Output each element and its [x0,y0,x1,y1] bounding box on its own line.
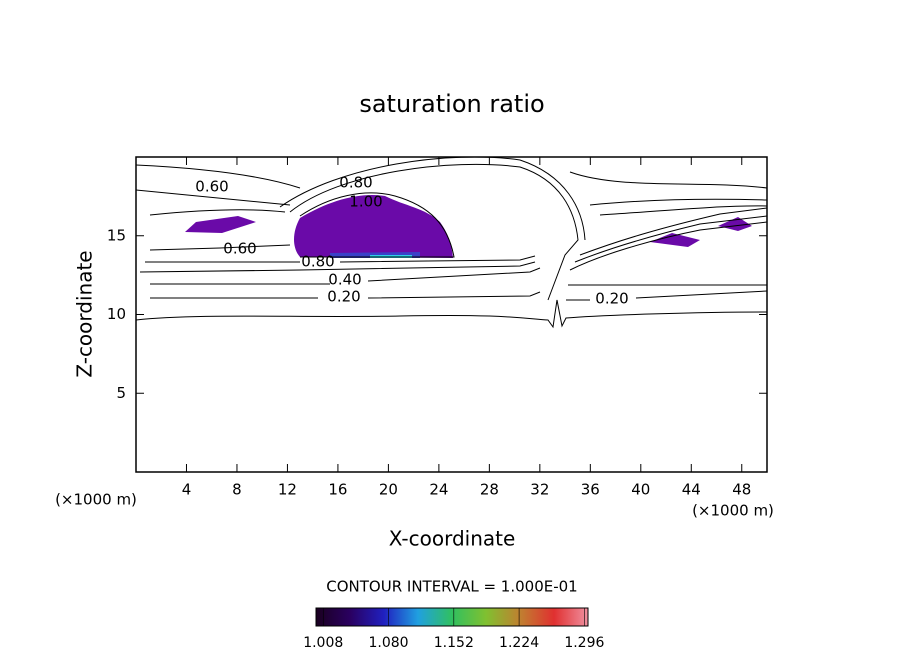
contour-label: 0.40 [328,271,361,289]
colorbar [315,607,589,627]
contour-label: 0.80 [301,253,334,271]
x-unit-label: (×1000 m) [692,502,774,520]
colorbar-tick-label: 1.152 [434,635,474,651]
filled-region [718,217,752,231]
contour-line [150,267,767,286]
y-tick-label: 10 [107,305,126,323]
x-tick-label: 20 [379,481,398,499]
chart-title: saturation ratio [359,90,544,118]
x-tick-label: 16 [328,481,347,499]
contour-line [145,215,767,263]
x-tick-label: 36 [581,481,600,499]
contour-labels: 0.60 0.80 1.00 0.60 0.80 0.40 0.20 0.20 [195,174,628,308]
contour-line [279,157,586,241]
y-tick-label: 5 [116,384,126,402]
contour-line [139,221,767,273]
y-unit-label: (×1000 m) [55,491,137,509]
x-tick-label: 12 [278,481,297,499]
colorbar-tick-label: 1.008 [303,635,343,651]
contour-line [299,192,455,258]
x-tick-label: 8 [232,481,242,499]
y-tick-label: 15 [107,226,126,244]
contour-line [150,290,767,301]
contour-line [569,171,767,216]
x-tick-label: 32 [530,481,549,499]
filled-region [185,216,256,233]
x-tick-label: 48 [732,481,751,499]
contour-line [149,207,767,256]
contour-line [289,163,579,301]
contour-label: 1.00 [349,193,382,211]
x-axis-title: X-coordinate [389,527,516,551]
contour-line [136,164,301,216]
contour-label: 0.60 [223,240,256,258]
x-tick-label: 28 [480,481,499,499]
colorbar-tick-label: 1.224 [499,635,539,651]
x-tick-label: 24 [429,481,448,499]
colorbar-ticks: 1.008 1.080 1.152 1.224 1.296 [303,608,604,651]
colorbar-tick-label: 1.080 [368,635,408,651]
contour-field [136,157,767,329]
contour-line [136,299,767,329]
contour-label: 0.60 [195,178,228,196]
x-tick-label: 44 [682,481,701,499]
filled-region [294,194,453,258]
contour-label: 0.20 [327,288,360,306]
filled-region [650,233,700,247]
contour-label: 0.20 [595,290,628,308]
y-axis-title: Z-coordinate [73,250,97,377]
contour-interval: CONTOUR INTERVAL = 1.000E-01 [326,578,577,596]
contour-label: 0.80 [339,174,372,192]
x-tick-label: 4 [182,481,192,499]
x-tick-label: 40 [631,481,650,499]
colorbar-tick-label: 1.296 [564,635,604,651]
plot-frame [135,156,768,473]
